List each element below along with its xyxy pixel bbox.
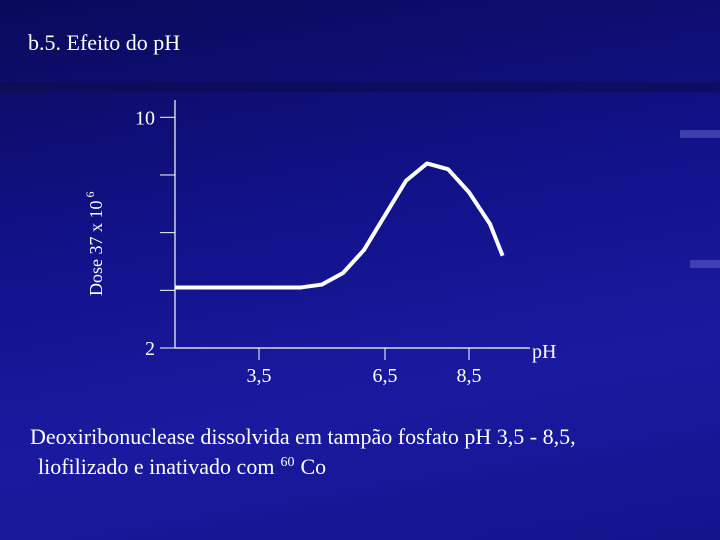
caption-line: Deoxiribonuclease dissolvida em tampão f…: [30, 424, 576, 449]
x-tick-label: 3,5: [247, 365, 272, 387]
caption-line: liofilizado e inativado com 60 Co: [38, 454, 326, 479]
caption-superscript: 60: [280, 455, 294, 470]
x-axis-label: pH: [532, 341, 556, 363]
streak: [690, 260, 720, 268]
caption-text: liofilizado e inativado com: [38, 454, 274, 479]
streak: [0, 82, 720, 92]
y-label-exponent: 6: [83, 192, 97, 198]
data-line: [175, 161, 505, 290]
x-tick-label: 8,5: [457, 365, 482, 387]
y-tick-label: 2: [145, 338, 155, 360]
y-tick-label: 10: [135, 107, 155, 129]
y-label-text: Dose 37 x 10: [86, 201, 106, 297]
caption-text: Co: [300, 454, 326, 479]
chart-title: b.5. Efeito do pH: [28, 30, 180, 55]
y-axis-label: Dose 37 x 10 6: [83, 192, 106, 297]
x-tick-label: 6,5: [373, 365, 398, 387]
streak: [680, 130, 720, 138]
